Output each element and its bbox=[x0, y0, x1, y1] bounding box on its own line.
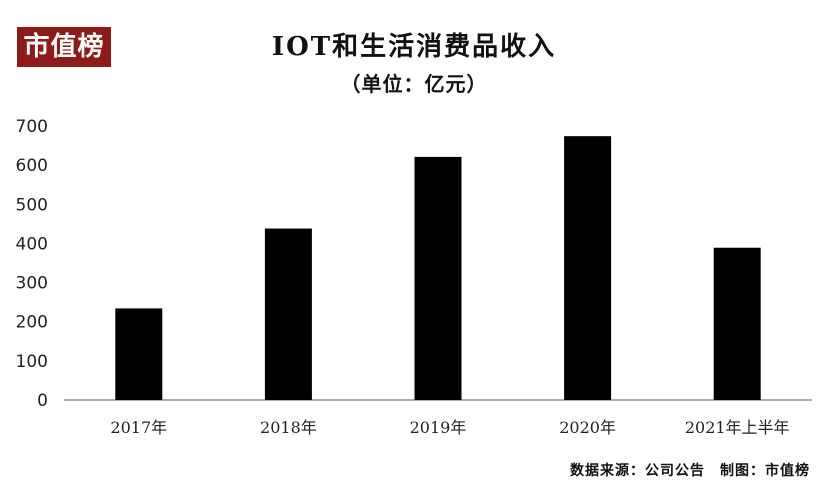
bar bbox=[264, 228, 312, 400]
bar bbox=[115, 308, 163, 400]
y-tick-label: 100 bbox=[16, 352, 48, 372]
x-tick-label: 2018年 bbox=[260, 418, 317, 437]
bar bbox=[414, 156, 462, 400]
x-tick-label: 2020年 bbox=[559, 418, 616, 437]
x-tick-label: 2017年 bbox=[110, 418, 167, 437]
x-tick-label: 2019年 bbox=[410, 418, 467, 437]
bar bbox=[564, 136, 612, 401]
y-tick-label: 0 bbox=[37, 391, 48, 411]
y-tick-label: 600 bbox=[16, 156, 48, 176]
x-tick-label: 2021年上半年 bbox=[685, 418, 790, 437]
y-axis-ticks: 0 100 200 300 400 500 600 700 bbox=[16, 117, 48, 411]
chart-subtitle: （单位：亿元） bbox=[340, 72, 488, 96]
x-axis-labels: 2017年 2018年 2019年 2020年 2021年上半年 bbox=[110, 418, 789, 437]
y-tick-label: 400 bbox=[16, 234, 48, 254]
y-tick-label: 200 bbox=[16, 313, 48, 333]
y-tick-label: 500 bbox=[16, 195, 48, 215]
chart-title: IOT和生活消费品收入 bbox=[271, 32, 557, 62]
bar-series bbox=[115, 136, 761, 401]
bar bbox=[713, 247, 761, 400]
y-tick-label: 700 bbox=[16, 117, 48, 137]
brand-logo: 市值榜 bbox=[17, 27, 111, 67]
source-note: 数据来源：公司公告 制图：市值榜 bbox=[570, 463, 810, 479]
y-tick-label: 300 bbox=[16, 274, 48, 294]
